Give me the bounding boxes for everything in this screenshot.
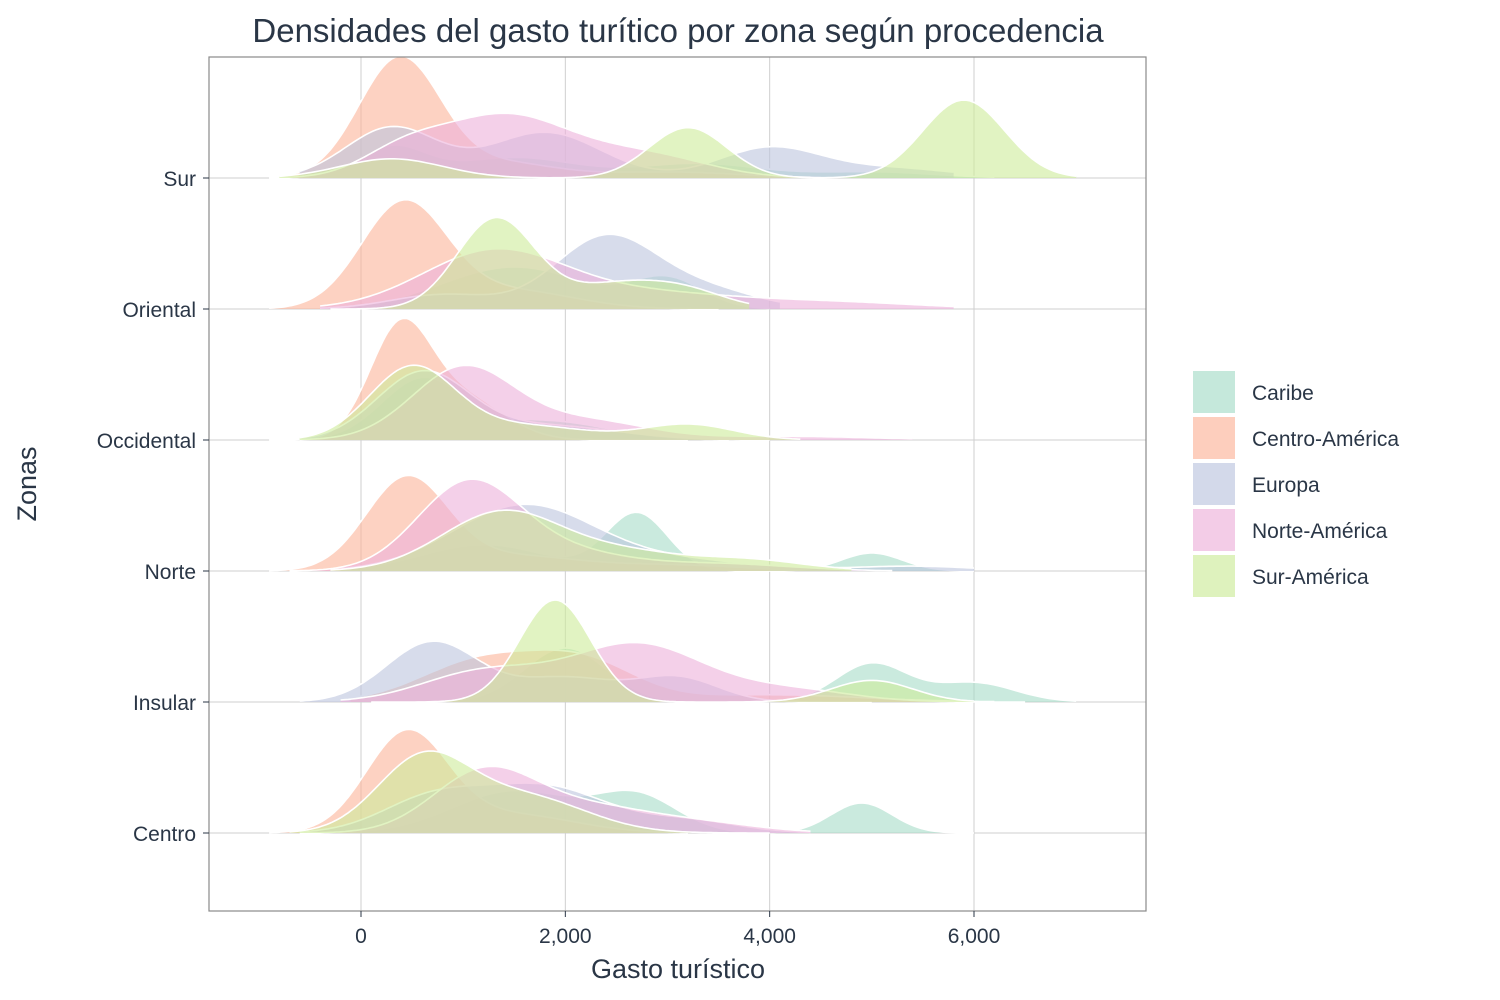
x-tick-1: 2,000 <box>539 925 592 948</box>
x-tick-2: 4,000 <box>743 925 796 948</box>
density-outline-norte-sur-america <box>330 509 852 571</box>
x-tick-0: 0 <box>355 925 367 948</box>
density-norte-sur-america <box>330 510 852 571</box>
y-tick-labels: Sur Oriental Occidental Norte Insular Centro <box>97 168 209 846</box>
legend-swatch-europa <box>1193 463 1235 505</box>
legend-label-centro-america: Centro-América <box>1252 428 1399 451</box>
y-tick-occidental: Occidental <box>97 430 196 453</box>
plot-frame <box>208 56 1147 912</box>
density-occidental-sur-america <box>299 365 801 440</box>
legend-label-europa: Europa <box>1252 474 1320 497</box>
y-axis-title: Zonas <box>12 446 42 521</box>
legend-label-caribe: Caribe <box>1252 382 1314 405</box>
grid-layer <box>209 57 1146 911</box>
y-tick-insular: Insular <box>133 692 196 715</box>
legend-swatch-centro-america <box>1193 417 1235 459</box>
density-oriental-centro-america <box>269 199 719 309</box>
legend-label-sur-america: Sur-América <box>1252 566 1369 589</box>
density-outline-occidental-sur-america <box>299 364 801 440</box>
x-tick-labels: 0 2,000 4,000 6,000 <box>355 911 1000 948</box>
density-insular-sur-america <box>371 600 974 702</box>
density-sur-sur-america <box>279 100 1077 178</box>
density-outline-centro-sur-america <box>289 750 770 834</box>
density-oriental-sur-america <box>330 217 750 309</box>
density-centro-sur-america <box>289 751 770 833</box>
density-outline-oriental-sur-america <box>330 216 750 310</box>
legend: Caribe Centro-América Europa Norte-América S… <box>1193 371 1399 597</box>
density-layer <box>269 55 1077 834</box>
legend-swatch-norte-america <box>1193 509 1235 551</box>
x-axis-title: Gasto turístico <box>591 954 765 984</box>
y-tick-norte: Norte <box>145 561 196 584</box>
density-outline-sur-sur-america <box>279 99 1077 179</box>
legend-label-norte-america: Norte-América <box>1252 520 1388 543</box>
y-tick-centro: Centro <box>133 823 196 846</box>
chart-title: Densidades del gasto turítico por zona s… <box>252 12 1104 49</box>
legend-swatch-caribe <box>1193 371 1235 413</box>
x-tick-3: 6,000 <box>948 925 1001 948</box>
y-tick-oriental: Oriental <box>122 299 196 322</box>
density-outline-insular-sur-america <box>371 599 975 703</box>
y-tick-sur: Sur <box>163 168 196 191</box>
legend-swatch-sur-america <box>1193 555 1235 597</box>
